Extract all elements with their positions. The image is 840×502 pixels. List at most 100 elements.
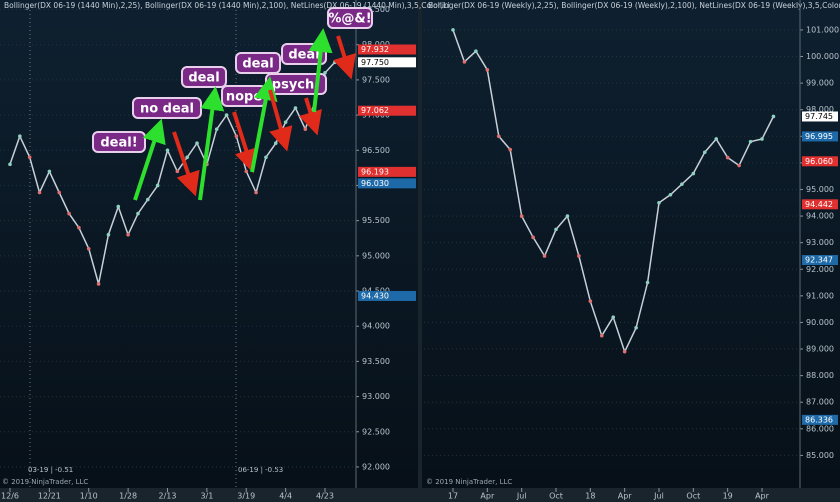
price-point	[645, 280, 650, 285]
annotation: deal	[188, 71, 219, 86]
price-box	[358, 44, 416, 55]
x-tick-label: Apr	[755, 492, 770, 501]
price-point	[474, 49, 478, 54]
y-tick-label: 99.000	[806, 79, 834, 88]
y-tick-label: 92.000	[806, 265, 834, 274]
y-tick-label: 95.000	[362, 251, 390, 260]
price-point	[224, 113, 229, 117]
y-tick-label: 97.500	[362, 75, 390, 84]
y-tick-label: 96.500	[362, 146, 390, 155]
x-tick-label: 12/21	[38, 492, 61, 501]
y-tick-label: 90.000	[806, 318, 834, 327]
y-tick-label: 100.000	[806, 52, 839, 61]
price-point	[577, 254, 581, 258]
price-point	[323, 71, 327, 75]
x-tick-label: 12/6	[1, 492, 19, 501]
y-tick-label: 93.000	[806, 238, 834, 247]
price-box-label: 96.060	[805, 157, 833, 166]
price-point	[565, 214, 570, 218]
y-tick-label: 98.500	[362, 5, 390, 14]
y-tick-label: 95.500	[362, 216, 390, 225]
price-point	[214, 127, 219, 131]
price-point	[27, 155, 32, 160]
price-point	[599, 333, 604, 338]
price-box-label: 94.430	[361, 291, 389, 300]
footer: 06-19 | -0.53	[238, 466, 283, 474]
price-point	[588, 299, 593, 303]
y-tick-label: 94.000	[362, 322, 390, 331]
x-tick-label: Jul	[516, 492, 527, 501]
price-box	[802, 131, 838, 142]
y-tick-label: 88.000	[806, 371, 834, 380]
price-point	[714, 137, 719, 141]
x-tick-label: 3/1	[200, 492, 213, 501]
price-point	[691, 171, 696, 176]
price-point	[451, 28, 455, 32]
price-point	[485, 68, 490, 72]
price-point	[37, 190, 42, 195]
price-point	[116, 204, 121, 209]
price-box-label: 96.995	[805, 132, 833, 141]
y-tick-label: 86.000	[806, 424, 834, 433]
x-tick-label: Oct	[686, 492, 700, 501]
price-point	[622, 349, 627, 354]
speech-bubble	[235, 52, 281, 74]
annotation: deal	[288, 48, 319, 63]
price-point	[67, 211, 71, 216]
price-point	[18, 134, 22, 138]
speech-bubble	[327, 7, 373, 29]
y-tick-label: 87.000	[806, 398, 834, 407]
y-tick-label: 93.000	[362, 392, 390, 401]
price-point	[77, 225, 81, 230]
x-tick-label: 1/10	[80, 492, 98, 501]
price-point	[496, 134, 501, 139]
annotation: nope	[226, 90, 262, 105]
price-point	[106, 232, 111, 237]
price-point	[234, 134, 239, 138]
arrow-up	[250, 76, 278, 173]
price-box-label: 92.347	[805, 256, 833, 265]
price-box	[358, 57, 416, 68]
price-point	[195, 141, 199, 146]
price-point	[531, 235, 535, 240]
x-tick-label: Jul	[653, 492, 664, 501]
price-box	[802, 199, 838, 210]
x-tick-label: 4/23	[316, 492, 334, 501]
footer: 03-19 | -0.51	[28, 466, 73, 474]
price-point	[96, 282, 101, 286]
price-point	[254, 190, 258, 195]
annotation: no deal	[140, 102, 194, 117]
price-point	[293, 106, 298, 110]
arrow-up	[133, 118, 166, 201]
y-tick-label: 94.000	[806, 212, 834, 221]
arrow-down	[332, 35, 356, 80]
price-point	[634, 325, 638, 330]
price-point	[333, 60, 337, 65]
x-tick-label: Apr	[618, 492, 633, 501]
price-point	[86, 246, 91, 251]
x-tick-label: 4/4	[279, 492, 292, 501]
annotation: psych!	[272, 78, 320, 93]
price-box	[358, 105, 416, 116]
x-tick-label: Apr	[480, 492, 495, 501]
y-tick-label: 92.000	[362, 462, 390, 471]
arrow-down	[268, 89, 293, 152]
price-box-label: 86.336	[805, 415, 833, 424]
price-point	[126, 232, 130, 237]
price-point	[303, 127, 308, 131]
y-tick-label: 93.500	[362, 357, 390, 366]
arrow-down	[232, 111, 258, 174]
copyright: © 2019 NinjaTrader, LLC	[2, 478, 88, 486]
x-tick-label: 19	[723, 492, 733, 501]
price-point	[760, 137, 764, 141]
arrows	[133, 28, 356, 201]
price-box-label: 97.932	[361, 45, 389, 54]
price-point	[554, 227, 558, 232]
price-point	[737, 163, 741, 168]
price-point	[8, 162, 12, 167]
y-tick-label: 89.000	[806, 345, 834, 354]
price-point	[273, 141, 278, 146]
price-box	[358, 178, 416, 189]
price-box-label: 94.442	[805, 200, 833, 209]
price-point	[57, 190, 62, 195]
